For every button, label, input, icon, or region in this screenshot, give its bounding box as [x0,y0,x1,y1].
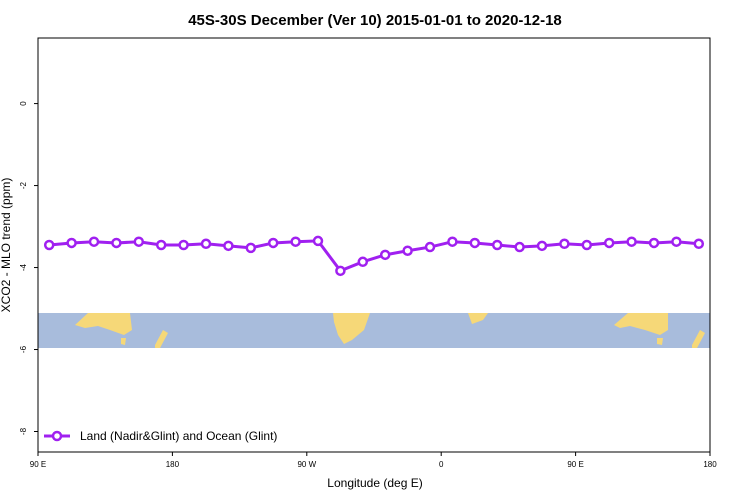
data-point [312,235,324,247]
data-point [245,242,257,254]
data-point [469,237,481,249]
data-point [536,240,548,252]
legend-label: Land (Nadir&Glint) and Ocean (Glint) [80,429,277,443]
data-point [200,238,212,250]
data-point [626,236,637,247]
data-point [88,236,100,247]
data-point [133,236,145,247]
data-point [379,249,391,261]
series-line [49,239,699,273]
data-point [223,240,234,252]
data-point [290,236,301,247]
data-point [603,237,615,249]
y-tick-label: -6 [19,345,28,353]
y-tick-label: 0 [19,101,28,106]
x-tick-label: 90 E [567,460,583,469]
data-point [178,239,189,251]
legend-marker [51,430,63,442]
x-tick-label: 0 [439,460,444,469]
data-point [648,237,660,249]
data-point [402,245,413,256]
chart-title: 45S-30S December (Ver 10) 2015-01-01 to … [188,12,562,29]
x-tick-label: 180 [166,460,180,469]
data-point [111,237,122,249]
y-tick-label: -8 [19,427,28,435]
y-tick-label: -2 [19,181,28,189]
data-point [155,239,167,251]
data-point [447,236,458,247]
x-tick-label: 90 E [30,460,46,469]
y-axis-label: XCO2 - MLO trend (ppm) [0,178,13,313]
data-point [559,238,570,250]
data-point [43,239,55,251]
data-point [581,239,593,251]
data-point [335,265,346,277]
data-point [514,241,525,253]
data-point [357,256,369,268]
x-axis-label: Longitude (deg E) [327,476,422,490]
map-strip [38,313,710,348]
x-tick-label: 90 W [297,460,316,469]
y-tick-label: -4 [19,263,28,271]
data-point [693,238,705,250]
data-point [424,241,436,253]
data-point [66,237,77,249]
data-point [491,239,503,251]
x-tick-label: 180 [703,460,717,469]
data-point [267,237,279,249]
data-point [671,236,682,247]
plot-frame [37,37,711,453]
